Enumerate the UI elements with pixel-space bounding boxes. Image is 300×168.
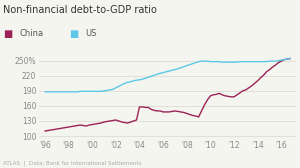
Text: ■: ■	[3, 29, 12, 39]
Text: ■: ■	[69, 29, 78, 39]
Text: ATLAS  |  Data: Bank for International Settlements: ATLAS | Data: Bank for International Set…	[3, 161, 141, 166]
Text: Non-financial debt-to-GDP ratio: Non-financial debt-to-GDP ratio	[3, 5, 157, 15]
Text: China: China	[20, 29, 44, 38]
Text: US: US	[85, 29, 97, 38]
